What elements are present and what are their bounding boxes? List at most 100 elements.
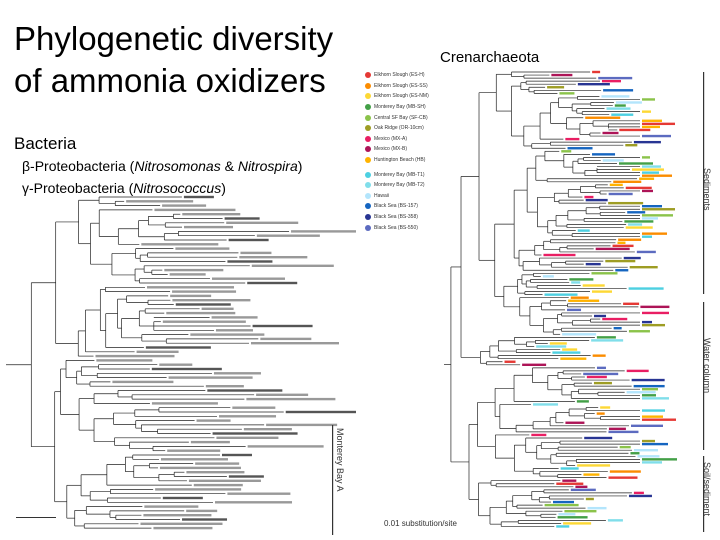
taxon-label-text [167, 449, 221, 452]
colored-taxon-marks [642, 110, 651, 113]
colored-taxon-marks [594, 314, 607, 318]
legend-label: Mexico (MX-A) [374, 135, 408, 142]
colored-taxon-marks [544, 293, 578, 296]
colored-taxon-marks [613, 180, 642, 183]
colored-taxon-marks [600, 406, 611, 409]
taxon-label-text [186, 471, 245, 474]
colored-taxon-marks [628, 287, 664, 290]
legend-marker-icon [365, 224, 371, 231]
taxon-label-text [188, 479, 261, 482]
colored-taxon-marks [552, 351, 581, 354]
legend-label: Huntington Beach (HB) [374, 157, 426, 164]
colored-taxon-marks [642, 171, 659, 174]
colored-taxon-marks [633, 140, 661, 144]
taxon-label-text [190, 333, 265, 336]
colored-taxon-marks [642, 442, 668, 446]
legend-item: Mexico (MX-A) [365, 134, 435, 145]
nitrospira-text: Nitrospira [237, 158, 298, 174]
colored-taxon-marks [583, 473, 600, 476]
colored-taxon-marks [559, 92, 575, 95]
colored-taxon-marks [642, 235, 652, 238]
nitrosococcus-text: Nitrosococcus [133, 180, 222, 196]
colored-taxon-marks [619, 128, 651, 132]
taxon-label-text [144, 505, 199, 508]
colored-taxon-marks [592, 354, 606, 357]
colored-taxon-marks [543, 253, 576, 257]
colored-taxon-marks [642, 320, 652, 324]
legend-label: Black Sea (BS-550) [374, 224, 418, 231]
water-column-bracket [703, 302, 705, 450]
taxon-label-text [211, 277, 285, 280]
colored-taxon-marks [609, 470, 641, 473]
legend-marker-icon [365, 146, 371, 153]
taxon-label-text [184, 225, 234, 229]
taxon-label-text [175, 303, 231, 306]
colored-taxon-marks [601, 95, 630, 98]
colored-taxon-marks [642, 397, 669, 400]
beta-proteobacteria-line: β-Proteobacteria (Nitrosomonas & Nitrosp… [22, 158, 303, 174]
taxon-label-text [143, 514, 212, 517]
colored-taxon-marks [583, 372, 619, 376]
taxon-label-text [215, 329, 253, 332]
colored-taxon-marks [619, 445, 631, 449]
colored-taxon-marks [634, 449, 659, 452]
taxon-label-text [193, 483, 243, 487]
colored-taxon-marks [584, 436, 613, 440]
taxon-label-text [227, 492, 291, 495]
colored-taxon-marks [562, 479, 577, 482]
taxon-label-text [170, 294, 212, 298]
colored-taxon-marks [630, 424, 663, 427]
soil-sediment-bracket [703, 456, 705, 532]
colored-taxon-marks [640, 305, 670, 309]
title-line-1: Phylogenetic diversity [14, 20, 334, 57]
taxon-label-text [243, 428, 292, 431]
colored-taxon-marks [614, 104, 626, 107]
taxon-label-text [160, 458, 228, 461]
colored-taxon-marks [577, 83, 610, 86]
crenarchaeota-phylogenetic-tree [444, 70, 705, 532]
taxon-label-text [228, 475, 264, 478]
colored-taxon-marks [560, 357, 587, 360]
taxon-label-text [151, 402, 218, 405]
legend-label: Hawaii [374, 192, 390, 199]
colored-taxon-marks [547, 86, 565, 89]
legend-item: Elkhorn Slough (ES-SS) [365, 81, 435, 92]
colored-taxon-marks [642, 98, 655, 101]
taxon-label-text [162, 496, 203, 500]
taxon-label-text [240, 251, 272, 255]
colored-taxon-marks [642, 208, 675, 211]
colored-taxon-marks [642, 461, 662, 464]
colored-taxon-marks [576, 400, 589, 403]
taxon-label-text [215, 501, 293, 504]
taxon-label-text [182, 518, 228, 521]
legend-marker-icon [365, 82, 371, 89]
colored-taxon-marks [584, 195, 594, 199]
colored-taxon-marks [585, 497, 594, 501]
legend-marker-icon [365, 125, 371, 132]
clade-bracket [332, 425, 334, 535]
colored-taxon-marks [627, 211, 646, 214]
colored-taxon-marks [562, 333, 597, 336]
legend-item: Monterey Bay (MB-T2) [365, 180, 435, 191]
colored-taxon-marks [567, 147, 593, 150]
colored-taxon-marks [642, 418, 676, 421]
colored-taxon-marks [612, 244, 634, 248]
colored-taxon-marks [642, 458, 677, 461]
taxon-label-text [201, 307, 234, 310]
colored-taxon-marks [608, 476, 638, 479]
colored-taxon-marks [585, 116, 621, 119]
taxon-label-text [162, 320, 246, 323]
colored-taxon-marks [608, 192, 633, 196]
taxon-label-text [141, 243, 219, 246]
colored-taxon-marks [567, 308, 582, 312]
colored-taxon-marks [596, 336, 616, 339]
taxon-label-text [227, 260, 273, 263]
taxon-label-text [172, 290, 237, 293]
legend-label: Monterey Bay (MB-SH) [374, 104, 426, 111]
legend-item: Elkhorn Slough (ES-H) [365, 70, 435, 81]
legend-marker-icon [365, 214, 371, 221]
colored-taxon-marks [628, 494, 652, 498]
colored-taxon-marks [642, 125, 660, 129]
colored-taxon-marks [626, 391, 656, 394]
colored-taxon-marks [633, 491, 644, 495]
